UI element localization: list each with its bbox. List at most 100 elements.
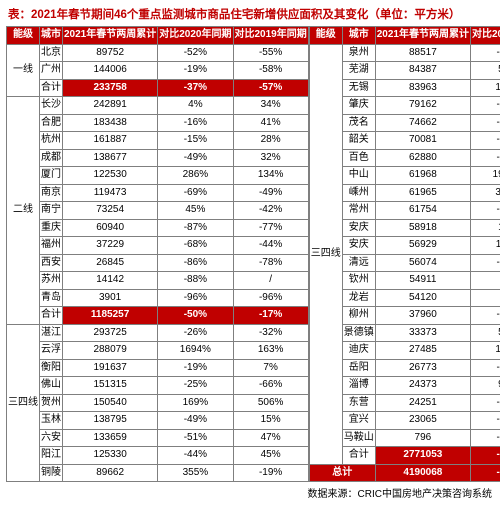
- cell: -19%: [158, 62, 233, 80]
- cell: 138795: [63, 412, 158, 430]
- cell: 37960: [375, 307, 470, 325]
- cell: -32%: [233, 324, 308, 342]
- cell: 288079: [63, 342, 158, 360]
- col-tier: 能级: [309, 27, 342, 45]
- cell: 茂名: [342, 114, 375, 132]
- table-row: 一线北京89752-52%-55%: [7, 44, 309, 62]
- cell: 382%: [471, 184, 500, 202]
- cell: 796: [375, 429, 470, 447]
- cell: 长沙: [40, 97, 63, 115]
- cell: 玉林: [40, 412, 63, 430]
- cell: -26%: [158, 324, 233, 342]
- table-row: 佛山151315-25%-66%: [7, 377, 309, 395]
- cell: 61965: [375, 184, 470, 202]
- cell: 24251: [375, 394, 470, 412]
- cell: -55%: [471, 44, 500, 62]
- cell: 84387: [375, 62, 470, 80]
- cell: 88517: [375, 44, 470, 62]
- cell: 衡阳: [40, 359, 63, 377]
- cell: 嵊州: [342, 184, 375, 202]
- cell: 合计: [40, 307, 63, 325]
- cell: 138677: [63, 149, 158, 167]
- cell: 韶关: [342, 132, 375, 150]
- cell: 28%: [233, 132, 308, 150]
- col-city: 城市: [40, 27, 63, 45]
- table-row: 广州144006-19%-58%: [7, 62, 309, 80]
- tier-cell: 二线: [7, 97, 40, 325]
- cell: 常州: [342, 202, 375, 220]
- cell: -09%: [471, 132, 500, 150]
- cell: -43%: [471, 394, 500, 412]
- cell: -52%: [471, 307, 500, 325]
- table-row: 苏州14142-88%/: [7, 272, 309, 290]
- cell: 4190068: [375, 464, 470, 482]
- col-2019: 对比2019年同期: [233, 27, 308, 45]
- cell: 中山: [342, 167, 375, 185]
- cell: /: [233, 272, 308, 290]
- cell: 青岛: [40, 289, 63, 307]
- cell: 134%: [233, 167, 308, 185]
- cell: 45%: [233, 447, 308, 465]
- cell: 242891: [63, 97, 158, 115]
- tier-cell: 三四线: [7, 324, 40, 482]
- table-row: 重庆60940-87%-77%: [7, 219, 309, 237]
- cell: -37%: [158, 79, 233, 97]
- col-2020: 对比2020年同期: [158, 27, 233, 45]
- table-row: 三四线泉州88517-55%-49%: [309, 44, 500, 62]
- cell: 六安: [40, 429, 63, 447]
- cell: /: [471, 272, 500, 290]
- cell: 东营: [342, 394, 375, 412]
- cell: -70%: [471, 254, 500, 272]
- cell: 54911: [375, 272, 470, 290]
- cell: 83963: [375, 79, 470, 97]
- cell: 59%: [471, 324, 500, 342]
- table-row: 青岛3901-96%-96%: [7, 289, 309, 307]
- subtotal-row: 合计1185257-50%-17%: [7, 307, 309, 325]
- cell: 南京: [40, 184, 63, 202]
- cell: 73254: [63, 202, 158, 220]
- cell: 马鞍山: [342, 429, 375, 447]
- cell: 厦门: [40, 167, 63, 185]
- cell: 芜湖: [342, 62, 375, 80]
- cell: -57%: [233, 79, 308, 97]
- cell: 233758: [63, 79, 158, 97]
- cell: 286%: [158, 167, 233, 185]
- cell: 506%: [233, 394, 308, 412]
- table-row: 杭州161887-15%28%: [7, 132, 309, 150]
- table-row: 福州37229-68%-44%: [7, 237, 309, 255]
- cell: 10%: [471, 219, 500, 237]
- tables-wrapper: 能级 城市 2021年春节两周累计 对比2020年同期 对比2019年同期 一线…: [6, 26, 494, 482]
- cell: 安庆: [342, 219, 375, 237]
- cell: 成都: [40, 149, 63, 167]
- table-row: 云浮2880791694%163%: [7, 342, 309, 360]
- cell: -42%: [233, 202, 308, 220]
- cell: 169%: [158, 394, 233, 412]
- cell: -15%: [158, 132, 233, 150]
- cell: 杭州: [40, 132, 63, 150]
- cell: -17%: [233, 307, 308, 325]
- cell: -96%: [233, 289, 308, 307]
- col-2020: 对比2020年同期: [471, 27, 500, 45]
- cell: 27485: [375, 342, 470, 360]
- cell: 铜陵: [40, 464, 63, 482]
- table-row: 衡阳191637-19%7%: [7, 359, 309, 377]
- col-city: 城市: [342, 27, 375, 45]
- col-tier: 能级: [7, 27, 40, 45]
- cell: 54120: [375, 289, 470, 307]
- cell: 百色: [342, 149, 375, 167]
- right-table: 能级 城市 2021年春节两周累计 对比2020年同期 对比2019年同期 三四…: [309, 26, 500, 482]
- cell: -51%: [158, 429, 233, 447]
- cell: 355%: [158, 464, 233, 482]
- cell: -58%: [233, 62, 308, 80]
- cell: 景德镇: [342, 324, 375, 342]
- table-row: 铜陵89662355%-19%: [7, 464, 309, 482]
- cell: -44%: [158, 447, 233, 465]
- cell: -26%: [471, 359, 500, 377]
- cell: -50%: [158, 307, 233, 325]
- cell: -49%: [158, 149, 233, 167]
- tier-cell: 三四线: [309, 44, 342, 464]
- left-table: 能级 城市 2021年春节两周累计 对比2020年同期 对比2019年同期 一线…: [6, 26, 309, 482]
- cell: 191637: [63, 359, 158, 377]
- cell: -24%: [471, 447, 500, 465]
- cell: 7%: [233, 359, 308, 377]
